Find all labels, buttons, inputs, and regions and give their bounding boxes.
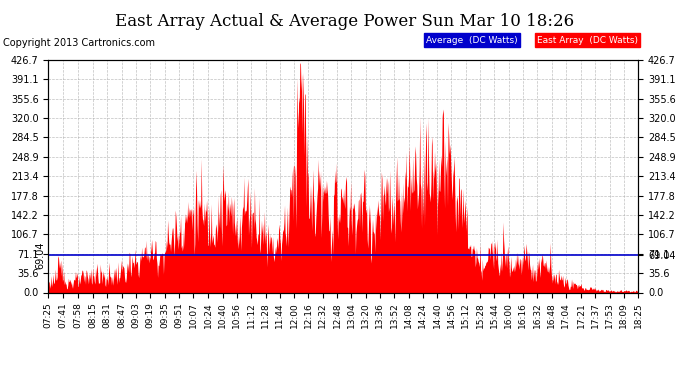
Text: East Array Actual & Average Power Sun Mar 10 18:26: East Array Actual & Average Power Sun Ma…: [115, 13, 575, 30]
Text: Copyright 2013 Cartronics.com: Copyright 2013 Cartronics.com: [3, 38, 155, 48]
Text: 69.04: 69.04: [35, 241, 46, 268]
Text: Average  (DC Watts): Average (DC Watts): [426, 36, 518, 45]
Text: East Array  (DC Watts): East Array (DC Watts): [537, 36, 638, 45]
